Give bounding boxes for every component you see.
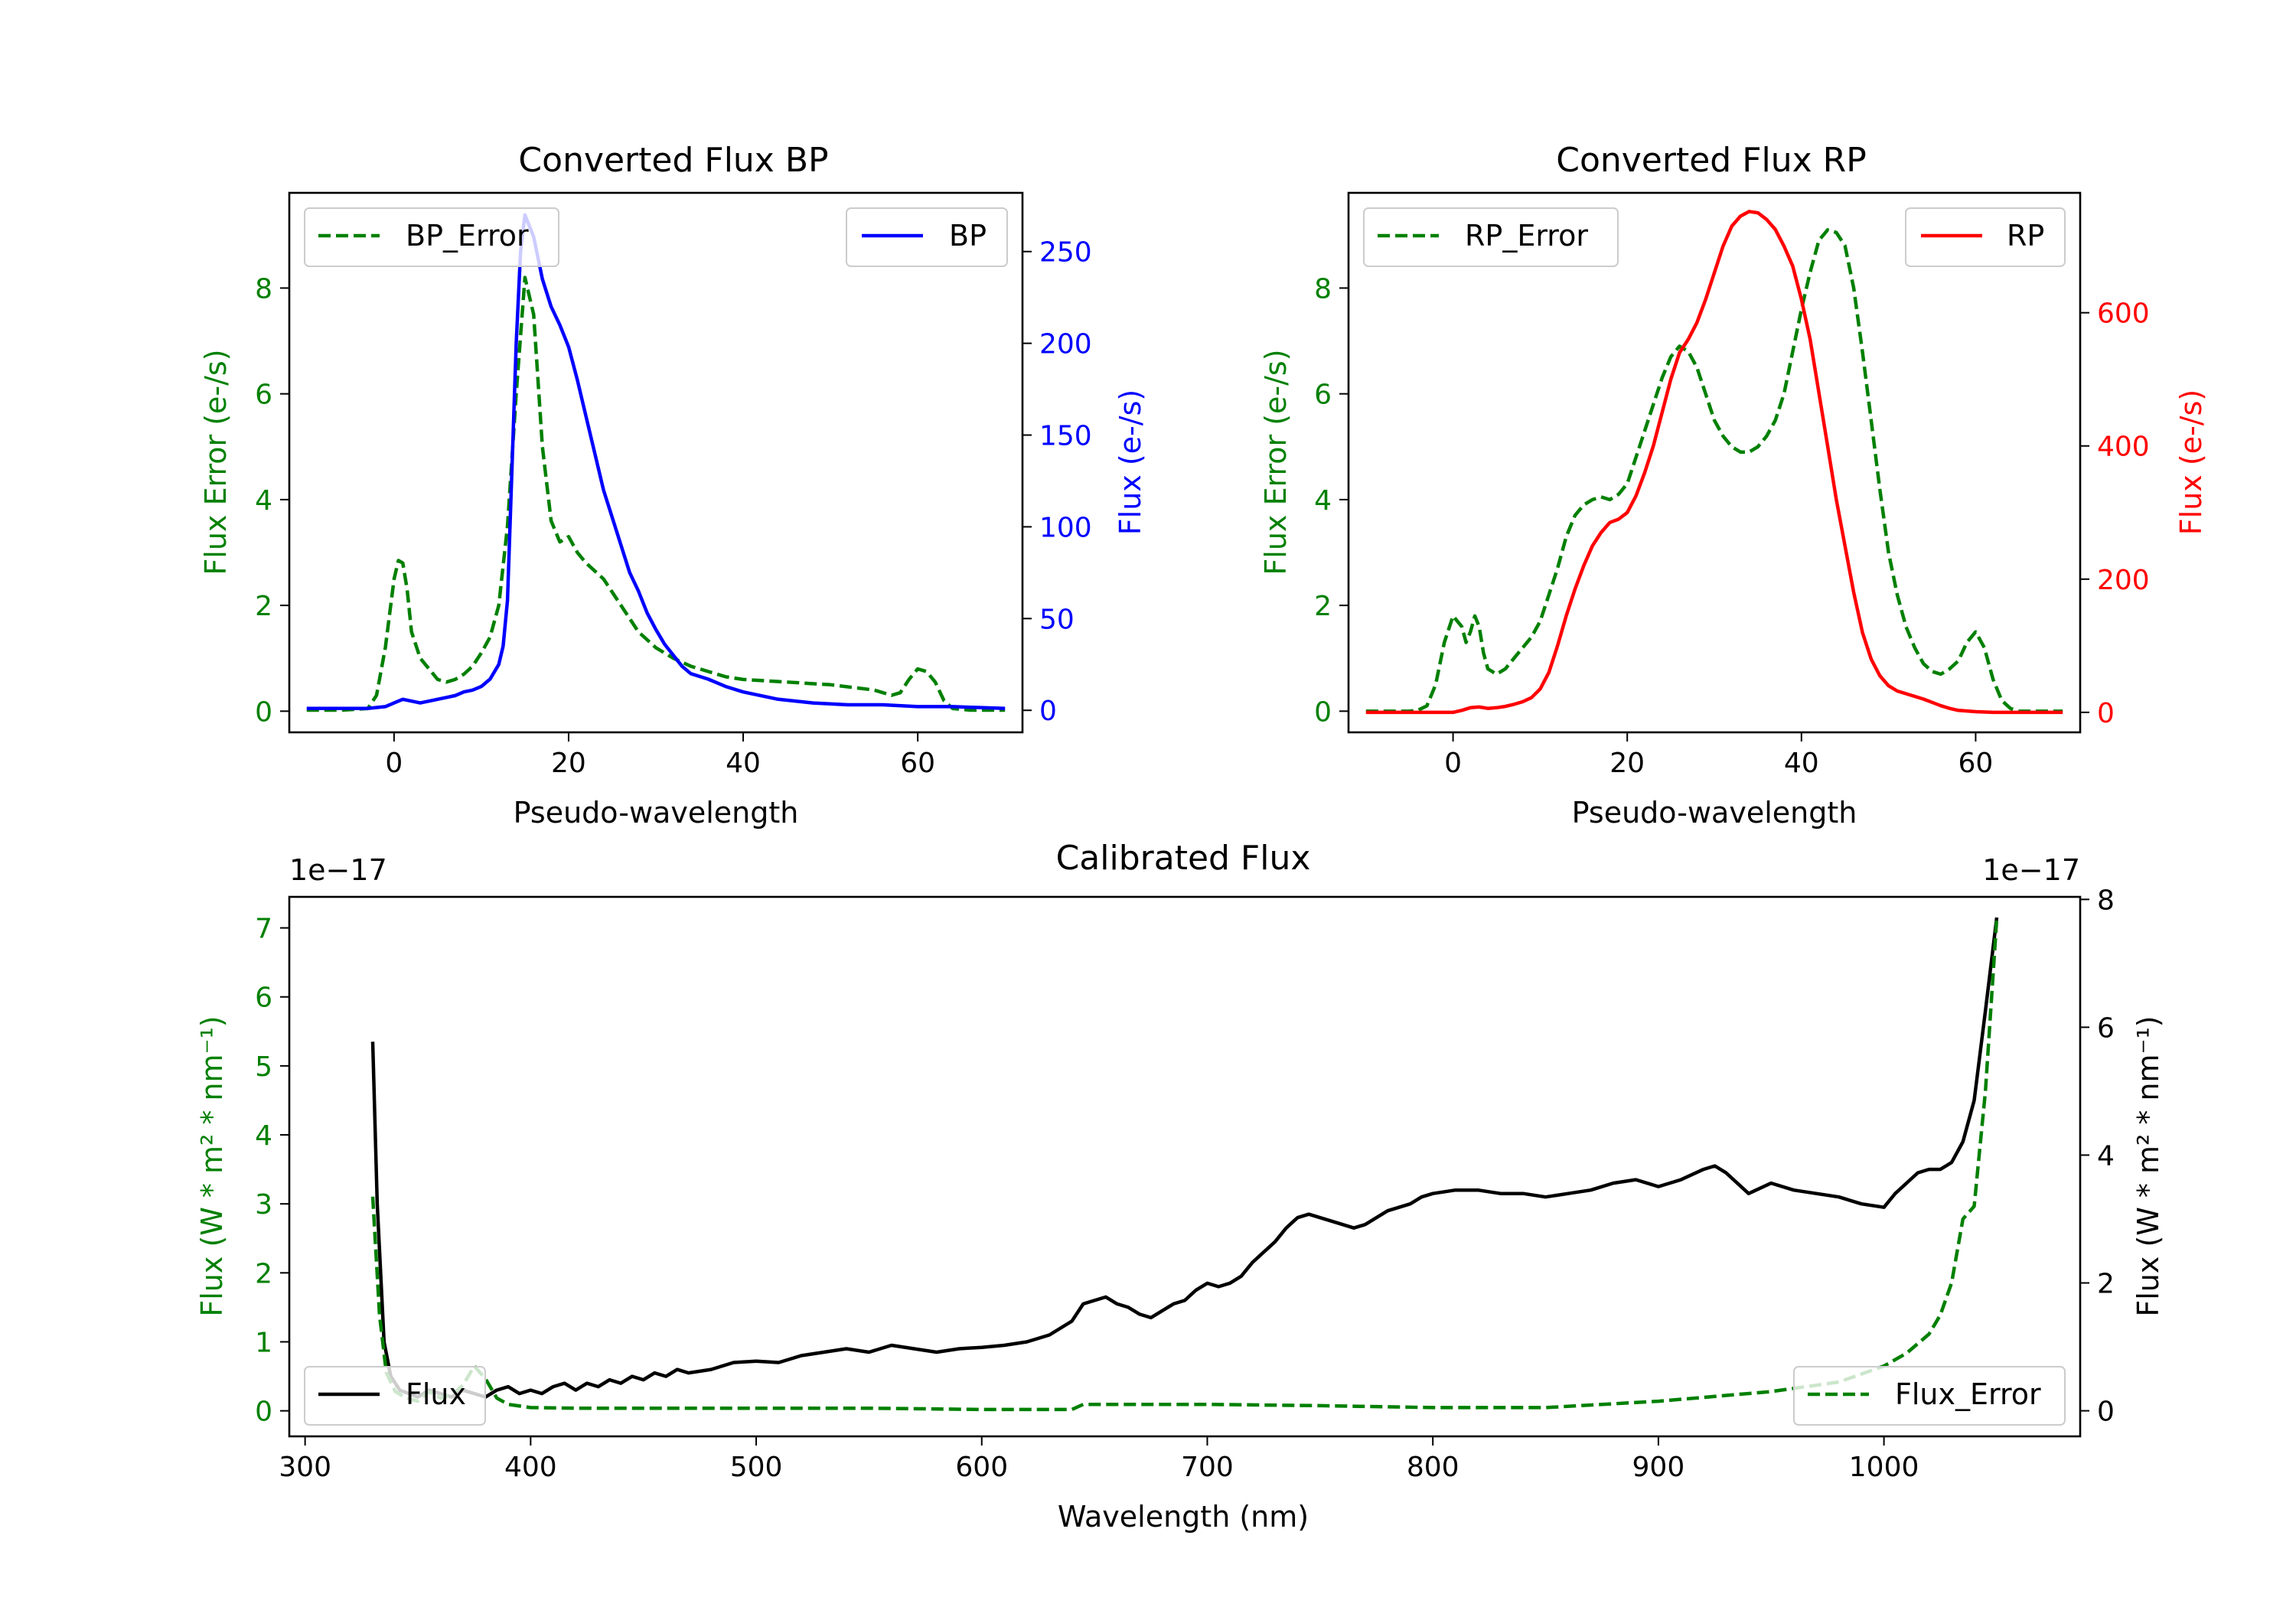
bp-series-bp (306, 213, 1006, 711)
calibrated-left-tick-label: 7 (255, 914, 272, 945)
calibrated-x-tick-label: 400 (504, 1452, 557, 1483)
calibrated-legend-error-label: Flux_Error (1895, 1377, 2041, 1411)
bp-left-tick-label: 4 (255, 485, 272, 517)
calibrated-x-tick-label: 300 (279, 1452, 331, 1483)
rp-x-tick-label: 60 (1958, 748, 1994, 779)
calibrated-x-tick-label: 800 (1407, 1452, 1459, 1483)
rp-right-tick-label: 600 (2097, 298, 2150, 330)
rp-right-tick-label: 200 (2097, 565, 2150, 596)
rp-x-tick-label: 20 (1609, 748, 1645, 779)
calibrated-left-tick-label: 5 (255, 1051, 272, 1083)
calibrated-series-flux-error (370, 918, 1999, 1412)
calibrated-right-tick-label: 2 (2097, 1269, 2115, 1300)
calibrated-panel: Calibrated Flux 1e−17 1e−17 300 400 500 600… (195, 839, 2165, 1534)
rp-right-tick-label: 400 (2097, 432, 2150, 463)
calibrated-x-tick-label: 700 (1181, 1452, 1234, 1483)
bp-right-tick-label: 100 (1039, 512, 1092, 543)
calibrated-plot-frame (288, 895, 2082, 1438)
rp-legend-error-label: RP_Error (1465, 219, 1588, 253)
calibrated-x-tick-label: 600 (955, 1452, 1008, 1483)
rp-left-axis-label: Flux Error (e-/s) (1259, 349, 1293, 575)
bp-right-tick-label: 0 (1039, 696, 1057, 727)
bp-series-bp-error (306, 275, 1006, 712)
calibrated-left-tick-label: 6 (255, 983, 272, 1014)
bp-x-tick-label: 20 (551, 748, 586, 779)
calibrated-right-axis-label: Flux (W * m² * nm⁻¹) (2131, 1015, 2165, 1316)
calibrated-x-tick-label: 500 (730, 1452, 783, 1483)
rp-right-tick-label: 0 (2097, 698, 2115, 729)
calibrated-left-tick-label: 1 (255, 1327, 272, 1358)
bp-x-axis-label: Pseudo-wavelength (514, 796, 799, 830)
bp-right-axis-label: Flux (e-/s) (1114, 390, 1147, 535)
calibrated-left-axis-label: Flux (W * m² * nm⁻¹) (195, 1015, 229, 1316)
rp-right-axis-label: Flux (e-/s) (2174, 390, 2208, 535)
bp-legend-flux: BP (846, 207, 1008, 267)
calibrated-left-offset: 1e−17 (289, 853, 387, 887)
rp-left-tick-label: 6 (1314, 380, 1332, 411)
calibrated-legend-error: Flux_Error (1793, 1366, 2066, 1426)
bp-left-axis-label: Flux Error (e-/s) (199, 349, 233, 575)
calibrated-right-tick-label: 0 (2097, 1397, 2115, 1428)
rp-panel: Converted Flux RP 0 20 40 60 0 2 4 6 8 0 200 400 6… (1259, 141, 2208, 830)
bp-left-tick-label: 8 (255, 273, 272, 305)
calibrated-right-tick-label: 4 (2097, 1140, 2115, 1172)
bp-right-tick-label: 200 (1039, 329, 1092, 360)
calibrated-right-tick-label: 8 (2097, 885, 2115, 916)
calibrated-legend-flux: Flux (304, 1366, 486, 1426)
bp-right-tick-label: 250 (1039, 237, 1092, 269)
bp-right-tick-label: 150 (1039, 421, 1092, 452)
calibrated-title: Calibrated Flux (1056, 839, 1311, 878)
rp-left-tick-label: 0 (1314, 696, 1332, 728)
rp-series-rp (1365, 210, 2063, 715)
rp-legend-flux: RP (1905, 207, 2066, 267)
bp-left-tick-label: 2 (255, 591, 272, 622)
bp-plot-frame (288, 191, 1024, 734)
bp-panel: Converted Flux BP 0 20 40 60 0 2 4 6 8 0 50 100 15… (199, 141, 1147, 830)
rp-legend-error: RP_Error (1363, 207, 1619, 267)
calibrated-x-tick-label: 900 (1632, 1452, 1685, 1483)
bp-x-tick-label: 0 (385, 748, 403, 779)
bp-title: Converted Flux BP (518, 141, 828, 180)
bp-x-tick-label: 40 (726, 748, 761, 779)
bp-right-tick-label: 50 (1039, 604, 1075, 635)
calibrated-legend-flux-label: Flux (406, 1377, 466, 1411)
rp-left-tick-label: 2 (1314, 591, 1332, 622)
calibrated-x-axis-label: Wavelength (nm) (1058, 1500, 1309, 1534)
rp-x-tick-label: 0 (1444, 748, 1462, 779)
rp-x-axis-label: Pseudo-wavelength (1572, 796, 1857, 830)
bp-legend-error: BP_Error (304, 207, 559, 267)
rp-title: Converted Flux RP (1556, 141, 1867, 180)
rp-legend-flux-label: RP (2007, 219, 2044, 253)
rp-series-rp-error (1365, 228, 2063, 713)
rp-left-tick-label: 8 (1314, 273, 1332, 305)
calibrated-right-offset: 1e−17 (1982, 853, 2080, 887)
bp-left-tick-label: 0 (255, 696, 272, 728)
bp-legend-flux-label: BP (949, 219, 987, 253)
bp-left-tick-label: 6 (255, 380, 272, 411)
calibrated-left-tick-label: 4 (255, 1120, 272, 1152)
calibrated-right-tick-label: 6 (2097, 1012, 2115, 1044)
rp-plot-frame (1347, 191, 2082, 734)
rp-left-tick-label: 4 (1314, 485, 1332, 517)
calibrated-x-tick-label: 1000 (1849, 1452, 1919, 1483)
calibrated-left-tick-label: 0 (255, 1397, 272, 1428)
rp-x-tick-label: 40 (1784, 748, 1819, 779)
bp-legend-error-label: BP_Error (406, 219, 529, 253)
calibrated-left-tick-label: 3 (255, 1189, 272, 1221)
calibrated-left-tick-label: 2 (255, 1258, 272, 1289)
bp-x-tick-label: 60 (900, 748, 935, 779)
calibrated-series-flux (370, 917, 1999, 1399)
